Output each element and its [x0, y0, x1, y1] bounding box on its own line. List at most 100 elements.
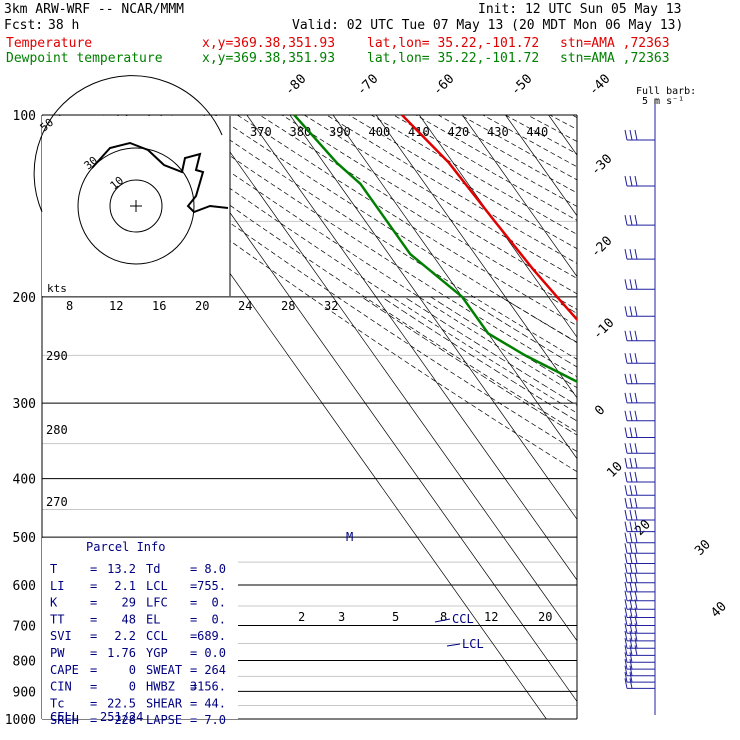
dry-adiabat-line	[393, 115, 577, 221]
hodograph-kts-label: kts	[47, 282, 67, 295]
pressure-tick-label: 900	[13, 685, 36, 700]
wind-barb	[624, 615, 655, 626]
parcel-equals: =	[90, 713, 97, 727]
wind-barb	[624, 392, 655, 404]
parcel-param-value: 0	[129, 663, 136, 677]
wind-barb	[624, 607, 655, 618]
parcel-equals: =	[190, 713, 197, 727]
parcel-param-value: 13.2	[107, 562, 136, 576]
theta-label: 400	[369, 125, 391, 139]
isotherm-line	[289, 115, 577, 520]
hodograph-speed-label: 28	[281, 299, 295, 313]
isotherm-label: -60	[430, 72, 457, 99]
wind-barb	[624, 543, 655, 554]
dewpoint-latlon: lat,lon= 35.22,-101.72	[367, 51, 540, 66]
parcel-param-value: 2.2	[114, 629, 136, 643]
parcel-equals: =	[90, 612, 97, 626]
mixing-ratio-label: 20	[538, 610, 552, 624]
parcel-param-value: 228	[114, 713, 136, 727]
dry-adiabat-line	[192, 115, 577, 360]
forecast-hour: 38 h	[48, 18, 80, 33]
parcel-equals: =	[190, 663, 197, 677]
hodograph-ring	[109, 179, 163, 233]
isotherm-line	[635, 115, 740, 719]
wind-barb	[624, 249, 655, 260]
mixing-ratio-label: 12	[484, 610, 498, 624]
wind-barb	[624, 129, 655, 141]
parcel-equals: =	[90, 562, 97, 576]
dry-adiabat-line	[571, 115, 577, 118]
isotherm-label: 0	[592, 403, 608, 419]
wind-barb	[624, 353, 655, 364]
dry-adiabat-line	[170, 115, 577, 378]
max-wind-marker: M	[346, 530, 353, 544]
parcel-equals: =	[190, 629, 197, 643]
parcel-equals: =	[190, 646, 197, 660]
temperature-legend: Temperature	[6, 36, 93, 51]
dry-adiabat-line	[281, 115, 577, 295]
temperature-line	[401, 115, 577, 322]
dry-adiabat-line	[80, 115, 577, 452]
parcel-equals: =	[90, 646, 97, 660]
isotherm-line	[505, 115, 577, 217]
parcel-param-value: 7.0	[204, 713, 226, 727]
temperature-latlon: lat,lon= 35.22,-101.72	[367, 36, 540, 51]
isotherm-label: -40	[586, 72, 613, 99]
wind-barb	[624, 590, 655, 602]
moist-adiabat-line	[361, 296, 577, 436]
parcel-param-value: 0	[129, 680, 136, 694]
parcel-param-name: SHEAR	[146, 696, 183, 710]
isotherm-line	[721, 115, 740, 719]
ccl-tick	[434, 618, 451, 623]
parcel-param-name: CAPE	[50, 663, 79, 677]
parcel-param-value: 755.	[197, 579, 226, 593]
isotherm-line	[678, 115, 740, 719]
wind-barb	[624, 485, 655, 496]
isotherm-label: 30	[692, 537, 714, 559]
isotherm-line	[332, 115, 577, 460]
lcl-label: LCL	[462, 637, 484, 651]
left-theta-label: 280	[46, 423, 68, 437]
parcel-equals: =	[190, 562, 197, 576]
wind-barb	[624, 215, 655, 226]
cell-label: CELL	[50, 710, 79, 724]
pressure-tick-label: 600	[13, 579, 36, 594]
barb-legend-unit: 5 m s⁻¹	[642, 96, 684, 107]
moist-adiabat-line	[430, 296, 577, 389]
wind-barb	[624, 509, 655, 521]
valid-time: Valid: 02 UTC Tue 07 May 13 (20 MDT Mon …	[292, 18, 684, 33]
hodograph-ring	[77, 147, 195, 265]
mixing-ratio-label: 2	[298, 610, 305, 624]
wind-barb	[624, 306, 655, 317]
dry-adiabat-line	[371, 115, 577, 235]
isotherm-label: 10	[604, 459, 626, 481]
wind-barb	[624, 645, 655, 656]
parcel-param-value: 2.1	[114, 579, 136, 593]
isotherm-label: -80	[282, 72, 309, 99]
parcel-param-name: LFC	[146, 596, 168, 610]
isotherm-line	[418, 115, 577, 338]
pressure-tick-label: 1000	[5, 713, 36, 728]
isotherm-line	[246, 115, 577, 581]
isotherm-label: -30	[588, 152, 615, 179]
dewpoint-station: stn=AMA ,72363	[560, 51, 670, 66]
isotherm-label: -20	[588, 234, 615, 261]
init-time: Init: 12 UTC Sun 05 May 13	[478, 2, 682, 17]
parcel-equals: =	[90, 696, 97, 710]
parcel-equals: =	[90, 629, 97, 643]
parcel-param-name: LI	[50, 579, 64, 593]
parcel-param-name: TT	[50, 612, 64, 626]
parcel-info-box	[42, 538, 238, 719]
dry-adiabat-line	[505, 115, 577, 155]
dry-adiabat-line	[326, 115, 577, 264]
parcel-equals: =	[190, 596, 197, 610]
parcel-param-name: EL	[146, 612, 160, 626]
parcel-equals: =	[190, 612, 197, 626]
wind-barb	[624, 532, 655, 544]
parcel-param-name: CCL	[146, 629, 168, 643]
dewpoint-xy: x,y=369.38,351.93	[202, 51, 336, 66]
isotherm-line	[375, 115, 577, 399]
parcel-info-title: Parcel Info	[86, 540, 165, 554]
moist-adiabat-line	[404, 296, 577, 406]
